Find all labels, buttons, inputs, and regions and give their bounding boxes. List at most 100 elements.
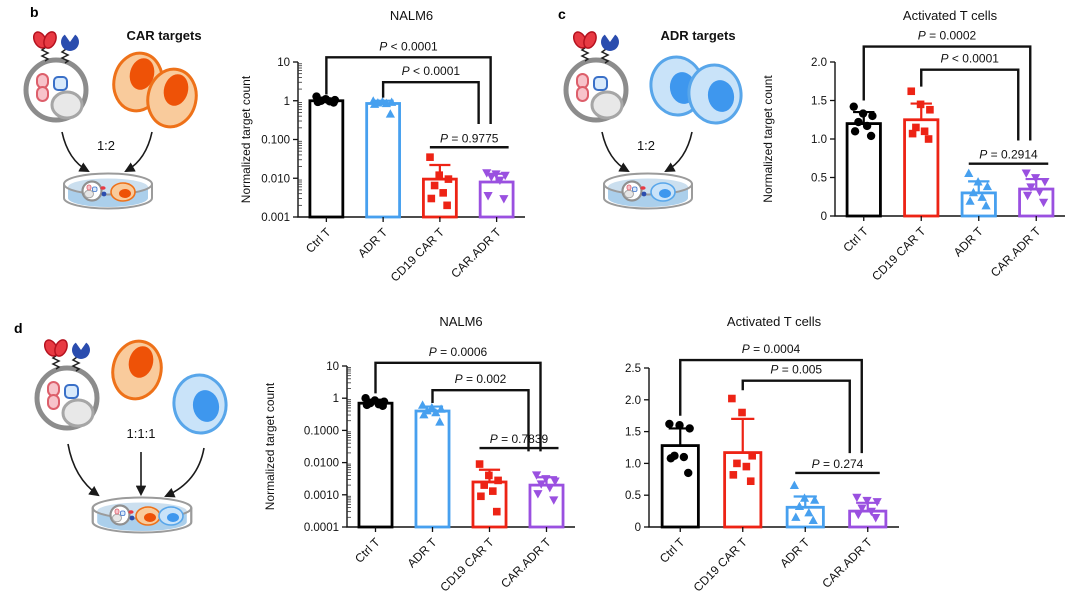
ratio-label: 1:2 — [97, 138, 115, 153]
data-point — [862, 121, 872, 131]
y-tick-label: 1.5 — [811, 96, 827, 108]
chart-title: NALM6 — [439, 314, 482, 329]
data-point — [313, 97, 323, 107]
data-point — [1040, 177, 1050, 187]
bar-CD19 CAR T — [723, 451, 763, 529]
panel-label-b: b — [30, 4, 39, 20]
data-point — [808, 515, 818, 525]
engineered-t-cell — [37, 338, 97, 428]
data-point — [857, 504, 867, 513]
p-value-label: P < 0.0001 — [941, 52, 1000, 66]
data-point — [810, 495, 820, 504]
car-targets-label: CAR targets — [126, 28, 201, 43]
data-point — [494, 476, 502, 485]
data-point — [545, 483, 555, 493]
x-category-label: Ctrl T — [840, 224, 871, 255]
data-point — [1030, 174, 1041, 183]
data-point — [430, 181, 439, 190]
data-point — [439, 189, 447, 197]
y-tick-label: 0.0001 — [304, 522, 339, 534]
data-point — [362, 400, 372, 410]
significance-bracket — [381, 80, 480, 124]
data-point — [684, 468, 693, 478]
y-tick-label: 1.0 — [625, 458, 641, 470]
data-point — [964, 168, 974, 178]
p-value-label: P < 0.0001 — [379, 39, 438, 53]
error-bar — [731, 417, 755, 453]
data-point — [908, 129, 917, 138]
engineered-t-cell — [566, 30, 626, 120]
data-point — [794, 501, 805, 511]
data-point — [549, 496, 559, 505]
bar-Ctrl T — [357, 401, 394, 529]
significance-bracket — [920, 68, 1020, 141]
data-point — [483, 192, 493, 201]
data-point — [486, 173, 496, 182]
adr-targets-label: ADR targets — [660, 28, 735, 43]
significance-bracket — [374, 361, 542, 452]
chart-title: Activated T cells — [903, 8, 998, 23]
x-category-label: CD19 CAR T — [869, 224, 929, 284]
data-point — [791, 512, 801, 521]
x-category-label: ADR T — [777, 535, 813, 571]
chart-b-nalm6: NALM6 Normalized target count 10 1 0.100 0.01… — [238, 0, 538, 305]
x-category-label: CAR.ADR T — [498, 535, 554, 591]
data-point — [850, 127, 860, 136]
significance-bracket — [431, 388, 530, 452]
data-point — [685, 424, 694, 433]
chart-title: Activated T cells — [727, 314, 822, 329]
schematic-d: 1:1:1 — [0, 335, 232, 534]
y-tick-label: 1 — [333, 393, 339, 405]
data-point — [419, 410, 429, 419]
data-point — [982, 181, 993, 191]
data-point — [679, 452, 689, 462]
data-point — [1038, 198, 1049, 208]
data-point — [443, 201, 451, 210]
p-value-label: P = 0.9775 — [440, 131, 499, 145]
data-point — [858, 109, 868, 118]
schematic-b: CAR targets 1:2 — [0, 0, 204, 210]
data-point — [536, 480, 546, 489]
bar-Ctrl T — [845, 122, 882, 218]
data-point — [789, 480, 799, 490]
chart-c-activated-t-cells: Activated T cells Normalized target count… — [760, 0, 1080, 305]
data-point — [748, 451, 756, 460]
data-point — [477, 492, 485, 501]
y-axis-label: Normalized target count — [761, 75, 775, 203]
data-point — [480, 481, 489, 489]
x-category-label: ADR T — [951, 224, 987, 260]
data-point — [849, 102, 858, 111]
car-target-cells — [106, 47, 204, 133]
bar-Ctrl T — [308, 99, 345, 219]
petri-dish — [603, 172, 693, 210]
p-value-label: P = 0.274 — [812, 457, 864, 471]
adr-target-cells — [645, 52, 747, 128]
ratio-label: 1:1:1 — [127, 426, 156, 441]
data-point — [852, 493, 862, 503]
data-point — [1034, 187, 1045, 197]
data-point — [436, 404, 446, 413]
data-point — [1021, 169, 1031, 178]
p-value-label: P = 0.0002 — [918, 29, 977, 43]
x-category-label: CD19 CAR T — [388, 225, 448, 285]
data-point — [907, 87, 916, 96]
y-tick-label: 0.5 — [625, 490, 641, 502]
bar-CAR.ADR T — [478, 180, 515, 219]
x-category-label: CAR.ADR T — [448, 225, 504, 281]
data-point — [444, 175, 453, 183]
mixing-arrows — [67, 443, 205, 498]
data-point — [665, 419, 674, 429]
y-axis-label: Normalized target count — [239, 75, 253, 203]
data-point — [387, 97, 397, 106]
data-point — [977, 192, 987, 201]
panel-label-d: d — [14, 320, 23, 336]
p-value-label: P < 0.0001 — [402, 64, 461, 78]
bar-CAR.ADR T — [848, 509, 888, 529]
data-point — [973, 177, 983, 186]
y-tick-label: 10 — [277, 57, 290, 69]
data-point — [500, 171, 510, 181]
y-tick-label: 0.0010 — [304, 490, 339, 502]
y-tick-label: 1.0 — [811, 134, 827, 146]
p-value-label: P = 0.005 — [770, 363, 822, 377]
